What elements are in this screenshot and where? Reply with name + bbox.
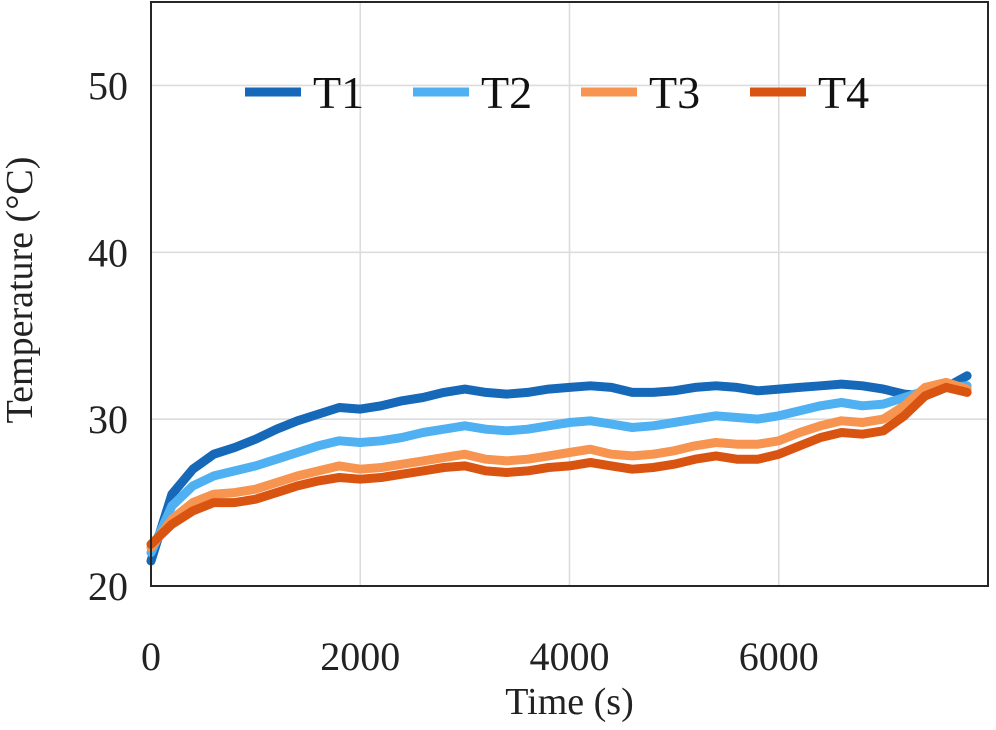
y-tick-label: 50: [88, 63, 128, 108]
legend: T1 T2 T3 T4: [245, 67, 869, 118]
series-line-t1: [146, 371, 972, 566]
series-line-t4: [146, 382, 972, 549]
y-tick-label: 20: [88, 564, 128, 609]
y-axis-label: Temperature (°C): [0, 157, 41, 424]
series-layer: [146, 371, 972, 566]
legend-label-t4: T4: [818, 67, 869, 118]
series-line-t2: [146, 381, 972, 558]
x-tick-label: 6000: [739, 634, 819, 679]
legend-label-t1: T1: [313, 67, 364, 118]
y-tick-label: 40: [88, 230, 128, 275]
x-tick-label: 4000: [530, 634, 610, 679]
x-axis-label: Time (s): [505, 681, 633, 723]
x-tick-label: 2000: [320, 634, 400, 679]
tick-labels: 0 2000 4000 6000 20 30 40 50: [88, 63, 819, 679]
legend-label-t2: T2: [481, 67, 532, 118]
y-tick-label: 30: [88, 397, 128, 442]
plot-frame: [150, 1, 989, 587]
x-tick-label: 0: [141, 634, 161, 679]
legend-label-t3: T3: [649, 67, 700, 118]
series-line-t3: [146, 377, 972, 553]
